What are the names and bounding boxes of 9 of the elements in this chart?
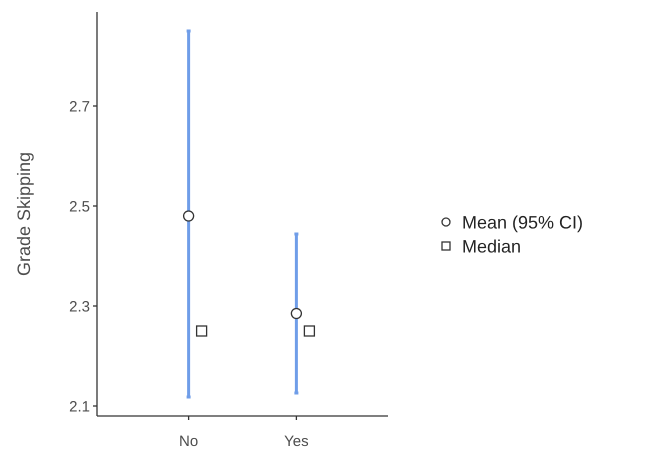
y-tick-label: 2.5	[69, 198, 90, 216]
legend-label: Median	[462, 236, 522, 256]
legend-label: Mean (95% CI)	[462, 212, 584, 232]
y-tick-label: 2.3	[69, 298, 90, 316]
y-axis-title: Grade Skipping	[14, 152, 34, 276]
x-tick-label: Yes	[284, 433, 309, 450]
x-tick-label: No	[179, 433, 198, 450]
y-tick-label: 2.7	[69, 98, 90, 116]
y-tick-label: 2.1	[69, 398, 90, 416]
